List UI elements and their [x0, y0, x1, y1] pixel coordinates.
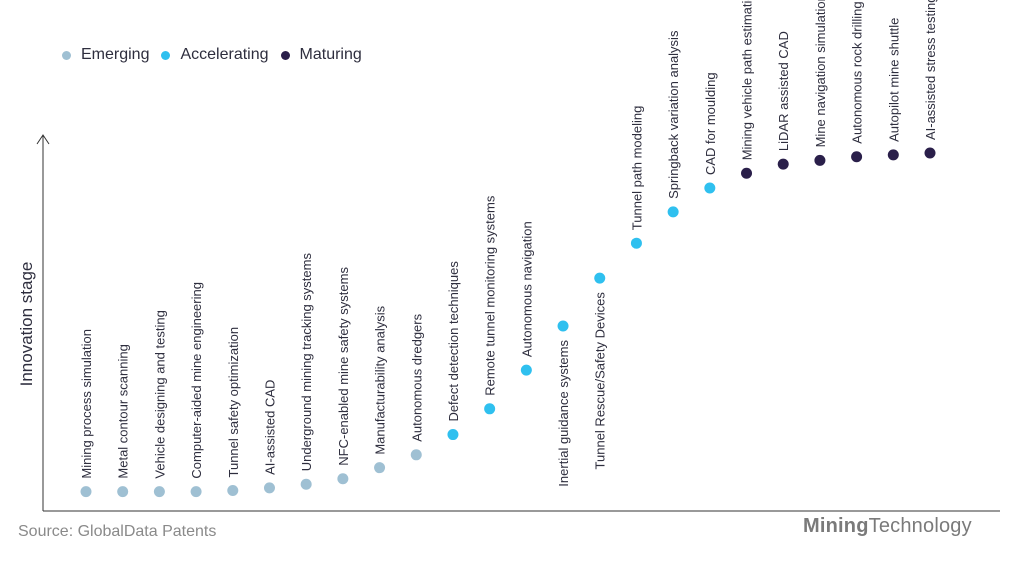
- point-label: Autonomous navigation: [519, 221, 534, 357]
- brand-logo: MiningTechnology: [803, 515, 972, 538]
- data-point: [484, 403, 496, 415]
- point-label: Underground mining tracking systems: [299, 253, 314, 472]
- point-label: Mine navigation simulation: [813, 0, 828, 147]
- point-label: NFC-enabled mine safety systems: [336, 267, 351, 466]
- data-point: [704, 182, 716, 194]
- legend-item-emerging: Emerging: [62, 46, 149, 64]
- data-point: [300, 478, 312, 490]
- chart-legend: Emerging Accelerating Maturing: [62, 46, 362, 64]
- y-axis-arrow: [36, 134, 50, 145]
- point-label: Defect detection techniques: [446, 261, 461, 422]
- data-point: [80, 486, 92, 498]
- point-label: Autonomous dredgers: [409, 313, 424, 441]
- point-label: Computer-aided mine engineering: [189, 282, 204, 479]
- legend-dot-emerging: [62, 50, 71, 60]
- point-label: Vehicle designing and testing: [152, 310, 167, 478]
- data-point: [924, 147, 936, 159]
- data-point: [117, 486, 129, 498]
- data-point: [263, 482, 275, 494]
- point-label: Metal contour scanning: [116, 344, 131, 478]
- legend-label-accelerating: Accelerating: [180, 46, 269, 63]
- data-point: [227, 484, 239, 496]
- data-point: [190, 486, 202, 498]
- point-label: Tunnel Rescue/Safety Devices: [593, 292, 608, 470]
- point-label: Tunnel path modeling: [629, 106, 644, 231]
- point-label: AI-assisted stress testing: [923, 0, 938, 140]
- point-label: Mining process simulation: [79, 329, 94, 479]
- point-label: Springback variation analysis: [666, 30, 681, 199]
- chart-axes: Innovation stage: [17, 134, 1000, 512]
- data-point: [594, 272, 606, 284]
- data-point: [814, 154, 826, 166]
- point-label: Inertial guidance systems: [556, 340, 571, 487]
- point-label: CAD for moulding: [703, 72, 718, 175]
- data-point: [630, 237, 642, 249]
- legend-dot-accelerating: [161, 50, 171, 60]
- point-label: AI-assisted CAD: [262, 380, 277, 475]
- data-point: [851, 151, 863, 163]
- data-point: [153, 486, 165, 498]
- source-note: Source: GlobalData Patents: [18, 523, 217, 540]
- legend-dot-maturing: [280, 50, 290, 60]
- chart-point-labels: Mining process simulation Metal contour s…: [79, 0, 938, 487]
- brand-logo-part2: Technology: [868, 515, 972, 537]
- data-point: [557, 320, 569, 332]
- legend-item-accelerating: Accelerating: [161, 46, 269, 64]
- point-label: LiDAR assisted CAD: [776, 31, 791, 151]
- y-axis-label: Innovation stage: [17, 262, 36, 387]
- data-point: [520, 364, 532, 376]
- point-label: Mining vehicle path estimation: [740, 0, 755, 160]
- data-point: [447, 429, 459, 441]
- legend-item-maturing: Maturing: [280, 46, 362, 64]
- data-point: [410, 449, 422, 461]
- data-point: [667, 206, 679, 218]
- data-point: [741, 167, 753, 179]
- point-label: Manufacturability analysis: [373, 305, 388, 454]
- legend-label-maturing: Maturing: [299, 46, 362, 63]
- data-point: [887, 149, 899, 161]
- point-label: Tunnel safety optimization: [226, 327, 241, 478]
- chart-points: [80, 147, 936, 498]
- brand-logo-part1: Mining: [803, 515, 869, 537]
- point-label: Autopilot mine shuttle: [886, 18, 901, 142]
- legend-label-emerging: Emerging: [81, 46, 150, 63]
- point-label: Remote tunnel monitoring systems: [483, 195, 498, 396]
- data-point: [777, 158, 789, 170]
- point-label: Autonomous rock drilling machines: [850, 0, 865, 144]
- data-point: [337, 473, 349, 485]
- data-point: [374, 462, 386, 474]
